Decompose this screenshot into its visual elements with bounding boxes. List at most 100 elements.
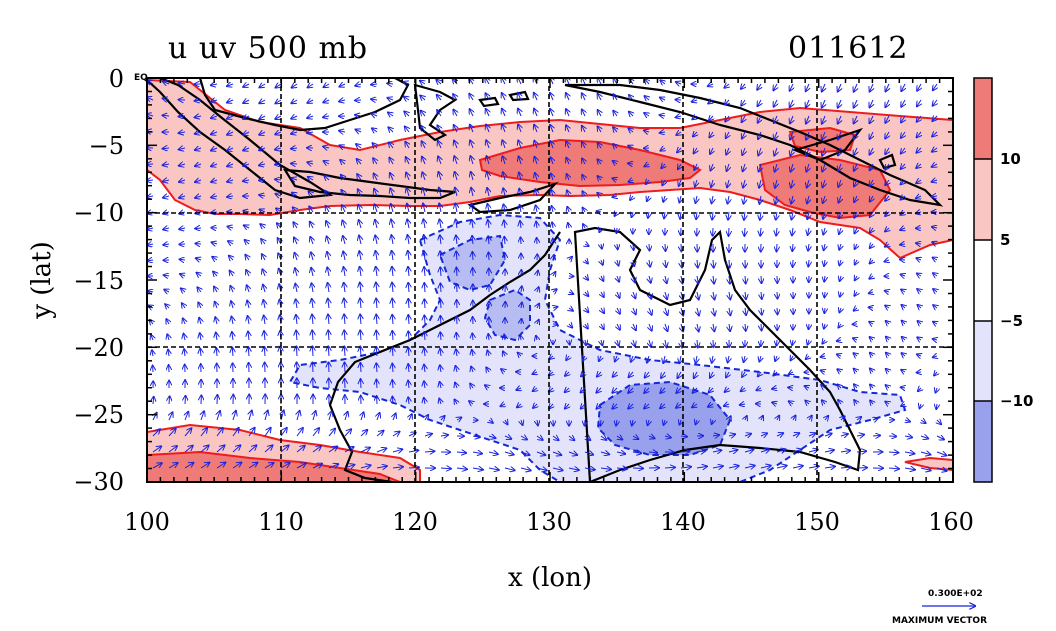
wind-vector-arrow (886, 369, 889, 372)
wind-vector-arrow (917, 274, 921, 277)
wind-vector-arrow (680, 420, 682, 425)
wind-vector-arrow (613, 196, 618, 197)
wind-vector-arrow (885, 180, 889, 185)
wind-vector-arrow (454, 125, 457, 133)
wind-vector-arrow (825, 416, 828, 420)
wind-vector-arrow (163, 148, 170, 149)
x-tick-label: 160 (928, 508, 974, 536)
wind-vector-arrow (179, 148, 186, 150)
wind-vector-arrow (169, 396, 170, 405)
wind-vector-arrow (840, 451, 850, 453)
wind-vector-arrow (195, 180, 202, 182)
wind-vector-arrow (822, 400, 825, 404)
plot-title: u uv 500 mb (168, 31, 368, 66)
wind-vector-arrow (292, 193, 297, 196)
wind-vector-arrow (456, 349, 457, 357)
wind-vector-arrow (697, 339, 698, 348)
wind-vector-arrow (390, 173, 393, 181)
wind-vector-arrow (536, 452, 545, 455)
wind-vector-arrow (936, 468, 947, 471)
wind-vector-arrow (165, 304, 169, 308)
wind-vector-arrow (885, 260, 890, 262)
negative-anomaly-core-3 (596, 380, 732, 456)
wind-vector-arrow (821, 370, 825, 372)
wind-vector-arrow (359, 220, 361, 229)
wind-vector-arrow (456, 468, 467, 469)
wind-vector-arrow (339, 100, 346, 102)
wind-vector-arrow (520, 452, 530, 455)
wind-vector-arrow (791, 195, 793, 204)
wind-vector-arrow (179, 196, 186, 198)
wind-vector-arrow (518, 353, 521, 356)
wind-vector-arrow (324, 84, 330, 87)
wind-vector-arrow (932, 164, 937, 167)
wind-vector-arrow (744, 434, 751, 436)
wind-vector-arrow (520, 436, 527, 440)
wind-vector-arrow (601, 292, 604, 297)
wind-vector-arrow (885, 163, 889, 170)
wind-vector-arrow (344, 347, 345, 357)
wind-vector-arrow (276, 84, 282, 88)
wind-vector-arrow (725, 388, 729, 392)
wind-vector-arrow (585, 260, 588, 264)
wind-vector-arrow (408, 267, 409, 277)
wind-vector-arrow (585, 436, 590, 440)
wind-vector-arrow (856, 451, 866, 452)
wind-vector-arrow (344, 299, 345, 309)
wind-vector-arrow (601, 244, 602, 249)
wind-vector-arrow (232, 348, 233, 357)
wind-vector-arrow (665, 243, 666, 251)
wind-vector-arrow (340, 160, 345, 164)
vector-key-magnitude: 0.300E+02 (928, 589, 983, 599)
wind-vector-arrow (758, 131, 761, 139)
wind-vector-arrow (374, 189, 377, 197)
wind-vector-arrow (553, 272, 555, 276)
wind-vector-arrow (617, 275, 619, 282)
wind-vector-arrow (917, 132, 921, 137)
wind-vector-arrow (694, 371, 697, 378)
wind-vector-arrow (741, 84, 745, 89)
wind-vector-arrow (612, 178, 617, 180)
wind-vector-arrow (211, 148, 218, 151)
wind-vector-arrow (328, 346, 329, 357)
wind-vector-arrow (822, 83, 825, 92)
wind-vector-arrow (294, 238, 297, 245)
wind-vector-arrow (932, 227, 937, 228)
wind-vector-arrow (519, 157, 521, 165)
coast-island-3 (878, 153, 897, 170)
wind-vector-arrow (280, 446, 289, 453)
wind-vector-arrow (744, 450, 753, 452)
wind-vector-arrow (440, 382, 441, 389)
wind-vector-arrow (582, 110, 585, 117)
wind-vector-arrow (534, 125, 537, 133)
wind-vector-arrow (486, 140, 489, 149)
wind-vector-arrow (472, 252, 473, 261)
wind-vector-arrow (617, 436, 622, 440)
colorbar-swatch-2 (974, 159, 992, 240)
wind-vector-arrow (870, 147, 874, 155)
wind-vector-arrow (583, 208, 585, 212)
wind-vector-arrow (838, 324, 841, 328)
wind-vector-arrow (456, 366, 458, 373)
wind-vector-arrow (408, 315, 409, 325)
wind-vector-arrow (600, 468, 611, 469)
wind-vector-arrow (424, 316, 425, 325)
wind-vector-arrow (424, 451, 434, 452)
wind-vector-arrow (227, 148, 234, 151)
wind-vector-arrow (296, 463, 306, 469)
wind-vector-arrow (921, 420, 926, 423)
wind-vector-arrow (854, 179, 857, 186)
wind-vector-arrow (519, 189, 521, 197)
wind-vector-arrow (421, 126, 425, 133)
wind-vector-arrow (153, 397, 154, 405)
wind-vector-arrow (758, 99, 762, 106)
wind-vector-arrow (937, 420, 941, 424)
wind-vector-arrow (840, 434, 848, 436)
wind-vector-arrow (660, 132, 665, 133)
wind-vector-arrow (777, 307, 778, 314)
wind-vector-arrow (933, 339, 937, 340)
wind-vector-arrow (151, 335, 153, 340)
wind-vector-arrow (584, 468, 595, 470)
wind-vector-arrow (633, 291, 635, 298)
wind-vector-arrow (647, 355, 649, 363)
